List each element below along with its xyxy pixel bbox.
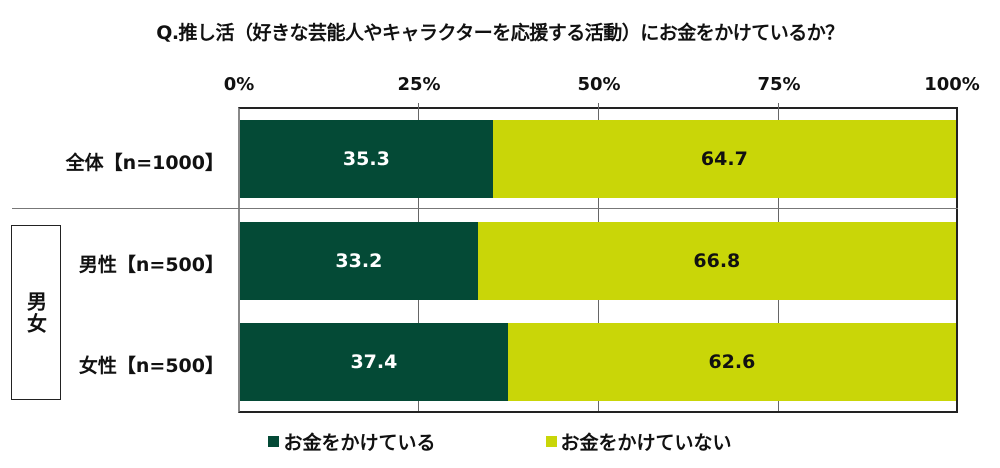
legend-swatch-dark-green [268, 436, 280, 447]
group-label: 男女 [23, 290, 48, 335]
legend-item-not-spending: お金をかけていない [545, 428, 732, 455]
bar-segment-spending: 37.4 [240, 323, 508, 401]
row-label-male: 男性【n=500】 [78, 254, 224, 276]
legend-label: お金をかけている [283, 432, 436, 454]
chart-title: Q.推し活（好きな芸能人やキャラクターを応援する活動）にお金をかけているか？ [156, 22, 844, 44]
bar-segment-not-spending: 64.7 [492, 120, 956, 198]
x-tick-label: 25% [397, 74, 441, 95]
row-label-female: 女性【n=500】 [78, 355, 224, 377]
legend: お金をかけている お金をかけていない [0, 428, 1000, 455]
x-tick-label: 50% [577, 74, 621, 95]
group-separator-line [12, 208, 958, 209]
x-tick-label: 0% [223, 74, 255, 95]
legend-label: お金をかけていない [560, 432, 732, 454]
bar-row-total: 35.3 64.7 [240, 120, 956, 198]
bar-row-female: 37.4 62.6 [240, 323, 956, 401]
bar-segment-spending: 33.2 [240, 222, 478, 300]
bar-segment-spending: 35.3 [240, 120, 493, 198]
legend-item-spending: お金をかけている [268, 428, 436, 455]
group-box-gender: 男女 [11, 225, 61, 400]
legend-swatch-yellow-green [545, 436, 557, 447]
bar-row-male: 33.2 66.8 [240, 222, 956, 300]
x-tick-label: 100% [924, 74, 980, 95]
x-tick-label: 75% [757, 74, 801, 95]
plot-area: 35.3 64.7 33.2 66.8 37.4 62.6 [238, 103, 958, 413]
bar-segment-not-spending: 62.6 [507, 323, 956, 401]
bar-segment-not-spending: 66.8 [477, 222, 956, 300]
row-label-total: 全体【n=1000】 [65, 152, 224, 174]
